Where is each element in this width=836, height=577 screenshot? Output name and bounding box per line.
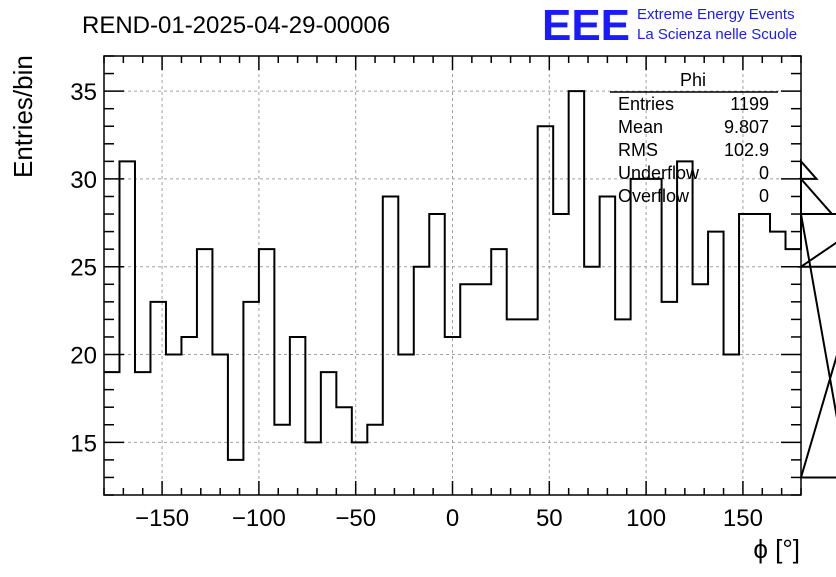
x-tick-label: 0 [446, 505, 459, 532]
stats-row-label: Mean [618, 117, 663, 137]
eee-logo: EEE [542, 1, 630, 50]
stats-row-label: Underflow [618, 163, 700, 183]
x-tick-label: 50 [536, 505, 563, 532]
stats-row-value: 0 [759, 186, 769, 206]
y-tick-labels: 15 20 25 30 35 [70, 79, 97, 457]
x-tick-label: −100 [232, 505, 286, 532]
chart-title: REND-01-2025-04-29-00006 [82, 12, 390, 39]
x-tick-labels: −150 −100 −50 0 50 100 150 [135, 505, 763, 532]
stats-row-value: 1199 [730, 94, 769, 114]
stats-box-title: Phi [680, 70, 706, 90]
x-tick-label: 150 [723, 505, 763, 532]
stats-box: Phi Entries 1199 Mean 9.807 RMS 102.9 Underflo… [610, 70, 778, 206]
stats-row-value: 102.9 [724, 140, 769, 160]
x-tick-label: 100 [626, 505, 666, 532]
stats-row-label: RMS [618, 140, 658, 160]
y-axis-label: Entries/bin [8, 55, 38, 178]
stats-row-label: Entries [618, 94, 674, 114]
histogram-line [104, 90, 836, 479]
y-tick-label: 15 [70, 430, 97, 457]
y-tick-label: 25 [70, 255, 97, 282]
stats-row-value: 9.807 [724, 117, 769, 137]
x-tick-label: −150 [135, 505, 189, 532]
stats-box-rows: Entries 1199 Mean 9.807 RMS 102.9 Underflow 0 Ov… [618, 94, 769, 206]
axis-ticks [103, 55, 802, 496]
logo-line-1: Extreme Energy Events [637, 6, 795, 23]
y-tick-label: 30 [70, 167, 97, 194]
y-tick-label: 20 [70, 343, 97, 370]
x-axis-label: ϕ [°] [753, 534, 800, 564]
stats-row-label: Overflow [618, 186, 690, 206]
stats-row-value: 0 [759, 163, 769, 183]
x-tick-label: −50 [335, 505, 376, 532]
logo-line-2: La Scienza nelle Scuole [637, 26, 797, 43]
y-tick-label: 35 [70, 79, 97, 106]
